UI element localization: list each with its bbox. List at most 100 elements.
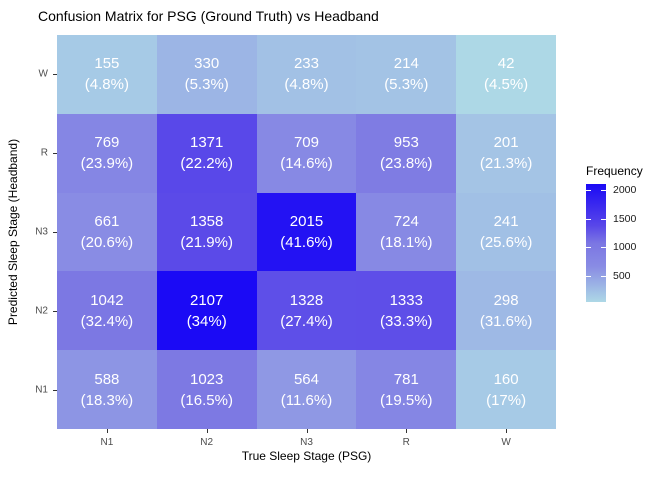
cell-percent: (4.8%): [284, 76, 329, 94]
cell-percent: (33.3%): [380, 312, 433, 330]
legend-tick-mark: [601, 218, 606, 220]
cell-count: 588: [94, 370, 120, 388]
matrix-cell: 724 (18.1%): [356, 192, 457, 272]
matrix-cell: 661 (20.6%): [57, 192, 157, 272]
y-axis: W R N3 N2 N1: [0, 35, 57, 429]
matrix-cell: 233 (4.8%): [256, 35, 357, 114]
legend-tick-mark: [586, 190, 591, 192]
cell-percent: (23.9%): [80, 155, 134, 173]
matrix-cell: 298 (31.6%): [456, 271, 556, 351]
cell-count: 42: [497, 55, 515, 73]
cell-percent: (41.6%): [280, 233, 333, 251]
cell-percent: (22.2%): [180, 155, 233, 173]
cell-count: 155: [94, 55, 120, 73]
legend-tick-label: 1000: [613, 241, 637, 254]
cell-count: 564: [293, 370, 319, 388]
matrix-cell: 330 (5.3%): [156, 35, 257, 114]
cell-percent: (21.9%): [180, 233, 233, 251]
legend-tick-mark: [601, 275, 606, 277]
matrix-cell: 214 (5.3%): [356, 35, 457, 114]
cell-count: 709: [293, 134, 319, 152]
x-tick-mark: [406, 429, 408, 433]
cell-percent: (14.6%): [280, 155, 333, 173]
x-tick-mark: [106, 429, 108, 433]
matrix-cell: 1371 (22.2%): [156, 113, 257, 193]
cell-percent: (34%): [186, 312, 227, 330]
cell-percent: (4.8%): [84, 76, 129, 94]
matrix-cell: 155 (4.8%): [57, 35, 157, 114]
cell-percent: (23.8%): [380, 155, 433, 173]
cell-count: 953: [393, 134, 419, 152]
cell-percent: (4.5%): [484, 76, 529, 94]
legend-gradient-bar: [586, 184, 606, 302]
matrix-cell: 564 (11.6%): [256, 350, 357, 429]
cell-percent: (18.1%): [380, 233, 433, 251]
cell-count: 1358: [190, 212, 224, 230]
legend-tick-label: 2000: [613, 184, 637, 197]
cell-percent: (5.3%): [184, 76, 229, 94]
legend-tick-mark: [586, 218, 591, 220]
legend-tick-mark: [601, 247, 606, 249]
cell-percent: (18.3%): [80, 391, 134, 409]
y-tick-mark: [53, 232, 57, 233]
matrix-cell: 588 (18.3%): [57, 350, 157, 429]
matrix-cell: 953 (23.8%): [356, 113, 457, 193]
cell-percent: (20.6%): [80, 233, 134, 251]
cell-percent: (17%): [486, 391, 527, 409]
cell-count: 2107: [190, 291, 224, 309]
x-tick-mark: [506, 429, 508, 433]
matrix-cell: 160 (17%): [456, 350, 556, 429]
y-tick-mark: [53, 389, 57, 391]
matrix-cell: 2015 (41.6%): [256, 192, 357, 272]
cell-percent: (27.4%): [280, 312, 333, 330]
cell-count: 781: [393, 370, 419, 388]
cell-count: 1328: [289, 291, 324, 309]
legend: Frequency 2000 1500 1000 500: [586, 164, 672, 314]
y-tick-label: N1: [35, 384, 48, 396]
cell-count: 1023: [190, 370, 224, 388]
y-tick-label: R: [40, 147, 48, 159]
cell-count: 1333: [389, 291, 423, 309]
y-axis-title: Predicted Sleep Stage (Headband): [6, 138, 20, 326]
heatmap-panel: 155 (4.8%) 330 (5.3%) 233 (4.8%) 214 (5.3%) 42 (4…: [57, 35, 556, 429]
cell-count: 330: [194, 55, 220, 73]
matrix-cell: 1328 (27.4%): [256, 271, 357, 351]
matrix-cell: 781 (19.5%): [356, 350, 457, 429]
matrix-cell: 769 (23.9%): [57, 113, 157, 193]
y-tick-label: W: [38, 68, 48, 80]
cell-percent: (25.6%): [479, 233, 533, 251]
legend-tick-label: 1500: [613, 212, 637, 225]
legend-tick-mark: [586, 275, 591, 277]
y-tick-label: N3: [35, 226, 48, 238]
y-tick-label: N2: [35, 305, 48, 317]
cell-percent: (19.5%): [380, 391, 433, 409]
cell-percent: (16.5%): [180, 391, 233, 409]
matrix-cell: 1333 (33.3%): [356, 271, 457, 351]
matrix-cell: 1358 (21.9%): [156, 192, 257, 272]
y-tick-mark: [53, 153, 57, 155]
x-tick-label: N1: [100, 437, 114, 448]
cell-count: 724: [393, 212, 419, 230]
cell-count: 241: [493, 212, 519, 230]
y-tick-mark: [53, 310, 57, 312]
legend-tick-label: 500: [613, 269, 631, 282]
x-axis: N1 N2 N3 R W: [57, 429, 556, 457]
cell-count: 214: [393, 55, 419, 73]
cell-percent: (32.4%): [80, 312, 134, 330]
cell-count: 298: [493, 291, 519, 309]
y-tick-mark: [53, 74, 57, 76]
x-tick-label: N2: [200, 437, 214, 448]
cell-count: 1371: [190, 134, 224, 152]
matrix-cell: 241 (25.6%): [456, 192, 556, 272]
x-axis-title: True Sleep Stage (PSG): [241, 449, 372, 463]
cell-percent: (31.6%): [479, 312, 533, 330]
legend-title: Frequency: [586, 164, 643, 178]
plot-title: Confusion Matrix for PSG (Ground Truth) …: [38, 8, 379, 24]
x-tick-label: N3: [300, 437, 313, 448]
cell-percent: (21.3%): [479, 155, 533, 173]
x-tick-label: W: [501, 437, 511, 448]
matrix-cell: 201 (21.3%): [456, 113, 556, 193]
matrix-cell: 709 (14.6%): [256, 113, 357, 193]
cell-count: 233: [293, 55, 319, 73]
legend-tick-mark: [586, 247, 591, 249]
